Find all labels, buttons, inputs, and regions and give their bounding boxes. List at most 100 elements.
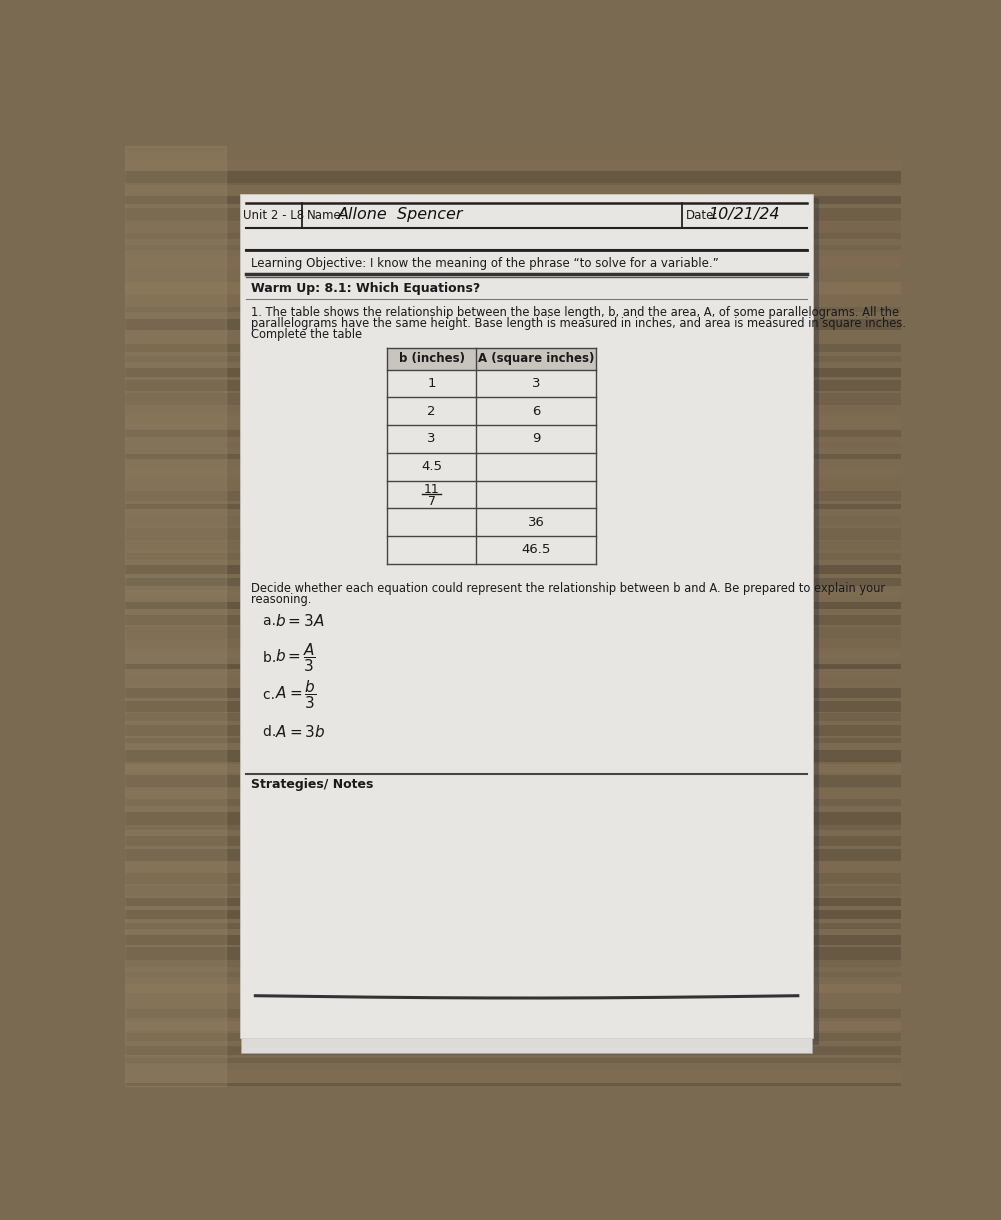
- Text: Date:: Date:: [686, 209, 718, 222]
- Bar: [125, 750, 901, 764]
- Text: 36: 36: [528, 516, 545, 528]
- Bar: [125, 1082, 901, 1092]
- Bar: [125, 405, 901, 412]
- Bar: [243, 198, 819, 1046]
- Bar: [125, 344, 901, 351]
- Text: b (inches): b (inches): [398, 353, 464, 366]
- Bar: [125, 700, 901, 711]
- Bar: [125, 775, 901, 788]
- Bar: [125, 528, 901, 540]
- Bar: [125, 1120, 901, 1131]
- Bar: [125, 627, 901, 639]
- Text: 9: 9: [533, 433, 541, 445]
- Bar: [125, 910, 901, 920]
- Text: $b = 3A$: $b = 3A$: [275, 612, 325, 628]
- Text: Unit 2 - L8: Unit 2 - L8: [243, 209, 304, 222]
- Bar: [125, 886, 901, 897]
- Text: 1. The table shows the relationship between the base length, b, and the area, A,: 1. The table shows the relationship betw…: [250, 306, 899, 320]
- Text: 2: 2: [427, 405, 435, 417]
- Bar: [125, 787, 901, 798]
- Bar: [125, 479, 901, 490]
- Bar: [125, 516, 901, 525]
- Text: Complete the table: Complete the table: [250, 328, 361, 340]
- Bar: [125, 183, 901, 195]
- Text: a.: a.: [263, 614, 280, 628]
- Bar: [125, 837, 901, 847]
- Bar: [125, 221, 901, 233]
- Bar: [125, 959, 901, 967]
- Bar: [125, 688, 901, 698]
- Bar: [125, 233, 901, 239]
- Text: Learning Objective: I know the meaning of the phrase “to solve for a variable.”: Learning Objective: I know the meaning o…: [250, 257, 719, 270]
- Bar: [125, 331, 901, 345]
- Bar: [125, 651, 901, 658]
- Bar: [125, 824, 901, 831]
- Text: 46.5: 46.5: [522, 543, 551, 556]
- Text: Name:: Name:: [306, 209, 345, 222]
- Bar: [125, 393, 901, 405]
- Bar: [125, 1058, 901, 1063]
- Bar: [125, 615, 901, 626]
- Bar: [125, 874, 901, 883]
- Bar: [125, 207, 901, 221]
- Bar: [387, 348, 597, 370]
- Bar: [125, 1046, 901, 1055]
- Bar: [125, 726, 901, 736]
- Bar: [125, 306, 901, 311]
- Bar: [125, 1009, 901, 1017]
- Text: 6: 6: [533, 405, 541, 417]
- Bar: [125, 159, 901, 170]
- Bar: [125, 985, 901, 993]
- Bar: [125, 146, 901, 155]
- Bar: [125, 1096, 901, 1105]
- Bar: [125, 935, 901, 946]
- Bar: [125, 811, 901, 825]
- Bar: [125, 849, 901, 861]
- Text: 3: 3: [427, 433, 435, 445]
- Bar: [125, 1021, 901, 1031]
- Bar: [125, 429, 901, 437]
- Bar: [125, 1070, 901, 1083]
- Text: 1: 1: [427, 377, 435, 390]
- Text: Allone  Spencer: Allone Spencer: [337, 207, 463, 222]
- Bar: [125, 540, 901, 550]
- Bar: [125, 972, 901, 977]
- Bar: [125, 898, 901, 906]
- Text: c.: c.: [263, 688, 279, 701]
- Bar: [241, 1035, 812, 1053]
- Bar: [125, 504, 901, 510]
- Bar: [125, 664, 901, 670]
- Bar: [125, 577, 901, 586]
- Bar: [125, 947, 901, 960]
- Bar: [125, 245, 901, 250]
- Bar: [125, 603, 901, 610]
- Text: Decide whether each equation could represent the relationship between b and A. B: Decide whether each equation could repre…: [250, 582, 885, 595]
- Bar: [240, 194, 814, 1038]
- Text: 10/21/24: 10/21/24: [708, 207, 780, 222]
- Bar: [125, 467, 901, 477]
- Text: $A = \dfrac{b}{3}$: $A = \dfrac{b}{3}$: [275, 678, 317, 711]
- Bar: [125, 639, 901, 648]
- Text: d.: d.: [263, 725, 280, 738]
- Bar: [125, 270, 901, 277]
- Bar: [125, 417, 901, 429]
- Bar: [125, 368, 901, 377]
- Bar: [125, 381, 901, 392]
- Bar: [125, 738, 901, 743]
- Bar: [125, 356, 901, 362]
- Text: 3: 3: [532, 377, 541, 390]
- Bar: [125, 492, 901, 501]
- Bar: [125, 195, 901, 205]
- Text: A (square inches): A (square inches): [478, 353, 595, 366]
- Bar: [125, 553, 901, 560]
- Bar: [125, 171, 901, 184]
- Text: Strategies/ Notes: Strategies/ Notes: [250, 778, 373, 792]
- Bar: [125, 590, 901, 597]
- Text: $b = \dfrac{A}{3}$: $b = \dfrac{A}{3}$: [275, 642, 316, 675]
- Bar: [125, 454, 901, 459]
- Text: Warm Up: 8.1: Which Equations?: Warm Up: 8.1: Which Equations?: [250, 282, 479, 294]
- Bar: [125, 1033, 901, 1041]
- Bar: [125, 442, 901, 448]
- Bar: [125, 714, 901, 721]
- Bar: [125, 257, 901, 267]
